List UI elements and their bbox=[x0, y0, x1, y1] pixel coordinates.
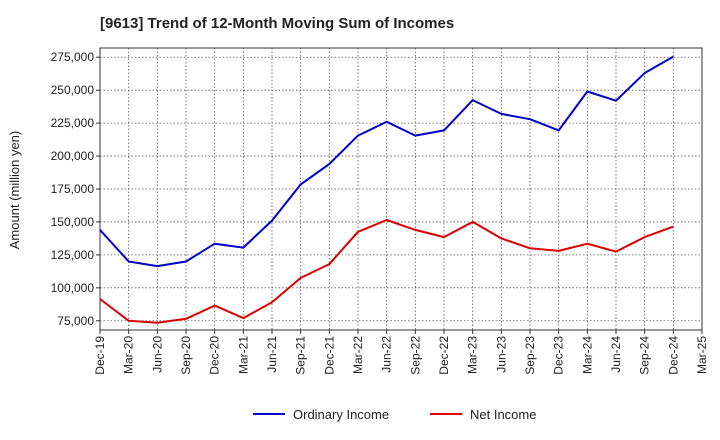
y-axis-label: Amount (million yen) bbox=[7, 131, 22, 250]
x-tick-label: Sep-24 bbox=[638, 336, 652, 375]
x-tick-label: Dec-23 bbox=[552, 336, 566, 375]
x-tick-label: Dec-19 bbox=[93, 336, 107, 375]
series-line-net-income bbox=[99, 219, 674, 324]
x-tick-label: Mar-20 bbox=[122, 336, 136, 374]
x-tick-label: Mar-24 bbox=[580, 336, 594, 374]
legend-label: Net Income bbox=[470, 407, 536, 422]
x-tick-label: Mar-23 bbox=[466, 336, 480, 374]
x-axis-ticks: Dec-19 Mar-20 Jun-20 Sep-20 Dec-20 Mar-21 Jun-… bbox=[93, 330, 709, 375]
x-tick-label: Dec-22 bbox=[437, 336, 451, 375]
x-tick-label: Mar-22 bbox=[351, 336, 365, 374]
x-tick-label: Sep-23 bbox=[523, 336, 537, 375]
grid-lines bbox=[100, 48, 702, 330]
series-line-ordinary-income bbox=[99, 55, 674, 268]
y-tick-label: 125,000 bbox=[51, 248, 95, 262]
y-tick-label: 225,000 bbox=[51, 116, 95, 130]
series-lines bbox=[99, 55, 674, 324]
x-tick-label: Dec-20 bbox=[208, 336, 222, 375]
y-axis-ticks: 75,000 100,000 125,000 150,000 175,000 200,00… bbox=[51, 50, 100, 328]
y-tick-label: 75,000 bbox=[57, 314, 94, 328]
legend: Ordinary Income Net Income bbox=[253, 407, 536, 422]
y-tick-label: 175,000 bbox=[51, 182, 95, 196]
x-tick-label: Dec-21 bbox=[322, 336, 336, 375]
x-tick-label: Jun-23 bbox=[494, 336, 508, 373]
y-tick-label: 150,000 bbox=[51, 215, 95, 229]
x-tick-label: Jun-20 bbox=[150, 336, 164, 373]
x-tick-label: Sep-21 bbox=[294, 336, 308, 375]
chart-title: [9613] Trend of 12-Month Moving Sum of I… bbox=[100, 15, 455, 32]
y-tick-label: 200,000 bbox=[51, 149, 95, 163]
legend-label: Ordinary Income bbox=[293, 407, 389, 422]
y-tick-label: 250,000 bbox=[51, 83, 95, 97]
x-tick-label: Sep-20 bbox=[179, 336, 193, 375]
x-tick-label: Jun-24 bbox=[609, 336, 623, 373]
x-tick-label: Dec-24 bbox=[666, 336, 680, 375]
x-tick-label: Mar-21 bbox=[236, 336, 250, 374]
y-tick-label: 100,000 bbox=[51, 281, 95, 295]
x-tick-label: Mar-25 bbox=[695, 336, 709, 374]
x-tick-label: Sep-22 bbox=[408, 336, 422, 375]
x-tick-label: Jun-22 bbox=[380, 336, 394, 373]
y-tick-label: 275,000 bbox=[51, 50, 95, 64]
x-tick-label: Jun-21 bbox=[265, 336, 279, 373]
